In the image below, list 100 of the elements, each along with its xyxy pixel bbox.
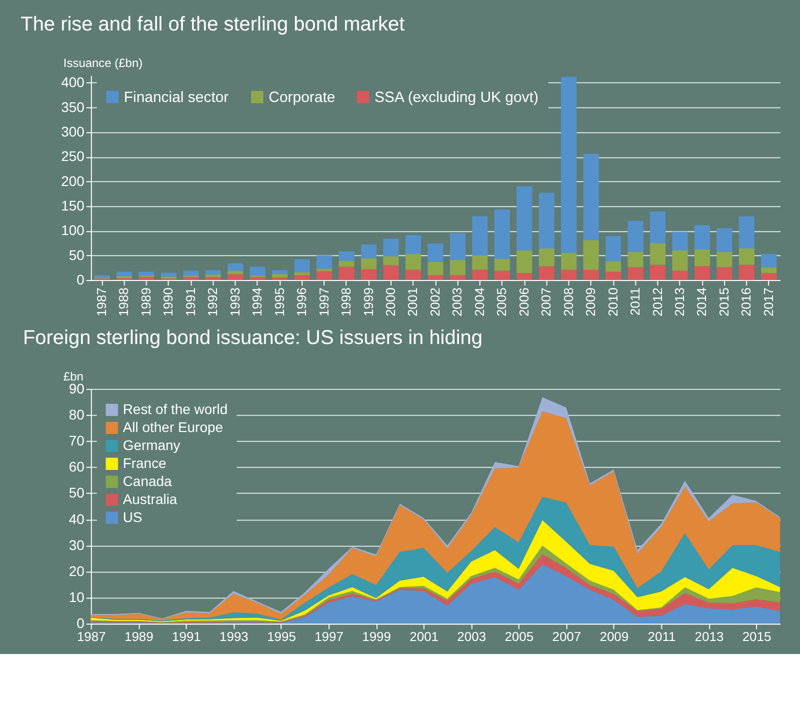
x-tick-label: 1987 xyxy=(76,629,106,644)
bar xyxy=(294,275,310,280)
x-tick-label: 2011 xyxy=(648,629,676,644)
bar xyxy=(405,254,422,270)
x-tick-label: 2013 xyxy=(694,629,724,644)
bar xyxy=(383,238,399,256)
bar xyxy=(250,266,266,276)
bar xyxy=(583,240,599,270)
x-tick-label: 2001 xyxy=(410,629,439,644)
bar xyxy=(338,251,354,261)
bar xyxy=(228,270,244,274)
bar xyxy=(694,266,710,280)
bar xyxy=(716,228,732,252)
y-tick-label: 350 xyxy=(61,98,85,115)
bar xyxy=(516,186,532,250)
bar xyxy=(672,270,688,280)
bar xyxy=(494,270,510,280)
bar xyxy=(538,192,554,248)
bar xyxy=(738,248,754,265)
bar xyxy=(428,244,444,262)
y-tick-label: 80 xyxy=(68,406,85,422)
x-tick-label: 2005 xyxy=(504,629,534,644)
x-tick-label: 2000 xyxy=(382,288,398,316)
legend-label: SSA (excluding UK govt) xyxy=(374,89,538,106)
y-tick-label: 30 xyxy=(68,536,85,553)
x-tick-label: 1989 xyxy=(124,629,154,644)
x-tick-label: 1991 xyxy=(182,288,198,316)
bar xyxy=(672,232,688,250)
bar xyxy=(516,250,532,274)
bar xyxy=(316,255,332,269)
bar xyxy=(294,272,310,276)
bar xyxy=(472,270,488,280)
x-tick-label: 2016 xyxy=(738,288,754,316)
x-tick-label: 2009 xyxy=(600,629,629,644)
y-tick-label: 400 xyxy=(61,74,85,90)
x-tick-label: 2015 xyxy=(742,629,772,644)
y-tick-label: 300 xyxy=(61,124,85,140)
x-tick-label: 1999 xyxy=(362,629,391,644)
bar xyxy=(538,248,554,266)
bar xyxy=(360,258,377,270)
bar xyxy=(606,261,622,272)
bar xyxy=(183,270,199,276)
legend-label: Germany xyxy=(122,436,180,453)
bar xyxy=(405,235,422,254)
bar xyxy=(116,272,132,276)
bar xyxy=(405,270,422,280)
x-tick-label: 1988 xyxy=(116,288,132,316)
y-tick-label: 50 xyxy=(68,484,85,501)
bar xyxy=(138,272,154,276)
x-tick-label: 2009 xyxy=(583,288,598,316)
bar xyxy=(716,252,732,268)
x-tick-label: 1999 xyxy=(360,288,376,316)
bar xyxy=(272,270,288,274)
legend-label: All other Europe xyxy=(122,418,224,435)
bar xyxy=(272,274,288,278)
x-tick-label: 2006 xyxy=(516,288,532,316)
legend-label: Canada xyxy=(122,472,172,489)
bar xyxy=(583,270,599,280)
bar xyxy=(183,277,199,280)
bar xyxy=(628,267,644,280)
y-tick-label: 50 xyxy=(68,246,85,263)
bar xyxy=(228,263,244,271)
x-tick-label: 1995 xyxy=(267,629,296,644)
legend-label: Corporate xyxy=(268,89,336,106)
bar xyxy=(428,262,444,276)
legend-label: Rest of the world xyxy=(122,400,228,417)
bar xyxy=(738,264,754,280)
x-tick-label: 1993 xyxy=(227,288,242,316)
bar xyxy=(628,220,644,252)
x-tick-label: 2005 xyxy=(494,288,510,316)
y-tick-label: 150 xyxy=(61,198,85,214)
bar xyxy=(450,275,466,280)
bar xyxy=(383,265,399,280)
bar xyxy=(561,252,577,270)
x-tick-label: 2004 xyxy=(472,288,487,316)
x-tick-label: 2003 xyxy=(457,629,486,644)
y-tick-label: 200 xyxy=(61,172,85,189)
bar xyxy=(606,272,622,280)
x-tick-label: 1990 xyxy=(160,288,176,316)
x-tick-label: 2002 xyxy=(427,288,442,316)
x-tick-label: 2014 xyxy=(694,288,710,316)
y-tick-label: 40 xyxy=(68,510,85,527)
bar xyxy=(94,275,110,278)
x-tick-label: 1996 xyxy=(294,288,310,316)
bar xyxy=(428,275,444,280)
bar xyxy=(761,254,777,268)
bar xyxy=(738,216,754,248)
x-tick-label: 2003 xyxy=(450,288,465,316)
bar xyxy=(205,277,221,280)
bar xyxy=(360,269,377,280)
x-tick-label: 2008 xyxy=(560,288,576,316)
x-tick-label: 1997 xyxy=(316,288,332,316)
y-tick-label: 0 xyxy=(76,272,85,288)
bar xyxy=(383,256,399,266)
legend-label: France xyxy=(122,454,167,471)
bar xyxy=(650,244,666,265)
bar xyxy=(494,258,510,271)
bar xyxy=(316,271,332,280)
x-tick-label: 1993 xyxy=(220,629,248,644)
x-tick-label: 1997 xyxy=(314,629,344,644)
